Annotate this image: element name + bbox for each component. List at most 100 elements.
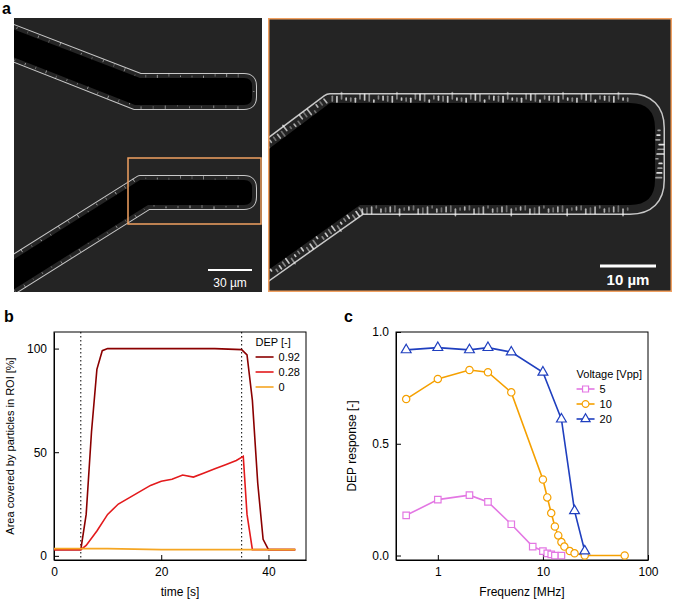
series-marker [401, 344, 411, 353]
particle [557, 207, 559, 212]
particle [301, 248, 303, 251]
x-axis: 02040 [51, 555, 306, 579]
particle [507, 92, 509, 98]
particle [88, 243, 89, 245]
particle [484, 100, 486, 102]
series-marker [484, 369, 491, 376]
legend-label: 0.92 [279, 351, 300, 363]
particle [417, 209, 419, 214]
series-line [54, 549, 295, 550]
particle [347, 215, 349, 218]
particle [356, 212, 359, 216]
chart-panel: 1101000.00.51.0Frequenz [MHz]DEP respons… [344, 308, 659, 599]
particle [451, 92, 453, 98]
particle [608, 208, 610, 212]
particle [656, 139, 660, 141]
series-marker [465, 344, 475, 353]
particle [313, 241, 317, 246]
particle [552, 208, 554, 212]
particle [237, 107, 238, 110]
legend: DEP [-]0.920.280 [256, 336, 300, 393]
legend-title: Voltage [Vpp] [577, 368, 642, 380]
electrode-outline [268, 103, 655, 283]
particle [270, 140, 272, 142]
particle [283, 262, 286, 266]
particle [424, 95, 426, 101]
particle [68, 221, 69, 223]
particle [48, 40, 50, 42]
particle [344, 219, 346, 221]
particle [436, 209, 438, 212]
particle [659, 144, 664, 146]
particle [447, 97, 449, 102]
particle [341, 222, 342, 223]
particle [408, 207, 410, 210]
particle [488, 96, 490, 99]
y-tick-mark [54, 452, 59, 453]
particle [464, 207, 466, 210]
particle [129, 103, 130, 105]
series-marker [483, 342, 493, 351]
particle [24, 285, 25, 287]
y-tick-label: 0.0 [372, 549, 389, 563]
particle [276, 269, 278, 271]
particle [329, 230, 332, 234]
particle [375, 206, 377, 208]
y-tick: 0 [40, 549, 59, 563]
electrode [14, 180, 252, 292]
particle [332, 226, 335, 230]
particle [55, 76, 57, 79]
panel-letter: a [2, 0, 11, 17]
particle [544, 96, 546, 99]
particle [590, 95, 592, 101]
y-tick-mark [396, 444, 401, 445]
particle [125, 220, 126, 222]
particle [124, 68, 126, 71]
series-line [406, 495, 561, 555]
series-marker [551, 523, 558, 530]
particle [215, 74, 216, 76]
particle [493, 96, 495, 100]
series-marker [544, 494, 551, 501]
particle [300, 115, 303, 119]
particle [427, 207, 429, 213]
particle [33, 278, 34, 280]
particle [461, 98, 463, 101]
x-tick: 20 [155, 555, 169, 579]
particle [203, 76, 204, 78]
particle [373, 100, 375, 102]
particle [145, 75, 146, 77]
x-tick-label: 40 [262, 565, 276, 579]
particle [656, 177, 661, 179]
series-marker [621, 552, 628, 559]
particle [320, 102, 322, 105]
particle [316, 105, 318, 107]
marker-line [80, 332, 81, 560]
particle [433, 96, 435, 99]
particle [658, 130, 660, 132]
particle [135, 215, 136, 217]
particle [337, 226, 341, 231]
x-tick: 40 [262, 555, 276, 579]
particle [87, 87, 89, 88]
legend-label: 20 [600, 413, 612, 425]
particle [77, 215, 78, 217]
legend-title: DEP [-] [256, 336, 291, 348]
particle [585, 94, 587, 99]
particle [178, 206, 179, 208]
particle [115, 192, 116, 194]
y-tick-label: 0 [40, 549, 47, 563]
particle [133, 179, 134, 181]
particle [59, 43, 61, 46]
particle [498, 96, 500, 101]
particle [141, 107, 142, 109]
particle [203, 176, 204, 179]
particle [511, 98, 513, 100]
y-tick: 0.5 [372, 437, 401, 451]
particle [274, 137, 276, 140]
series-marker [558, 552, 564, 558]
particle [98, 238, 100, 240]
particle [378, 96, 380, 99]
x-axis-title: Frequenz [MHz] [479, 585, 564, 599]
particle [657, 153, 663, 155]
